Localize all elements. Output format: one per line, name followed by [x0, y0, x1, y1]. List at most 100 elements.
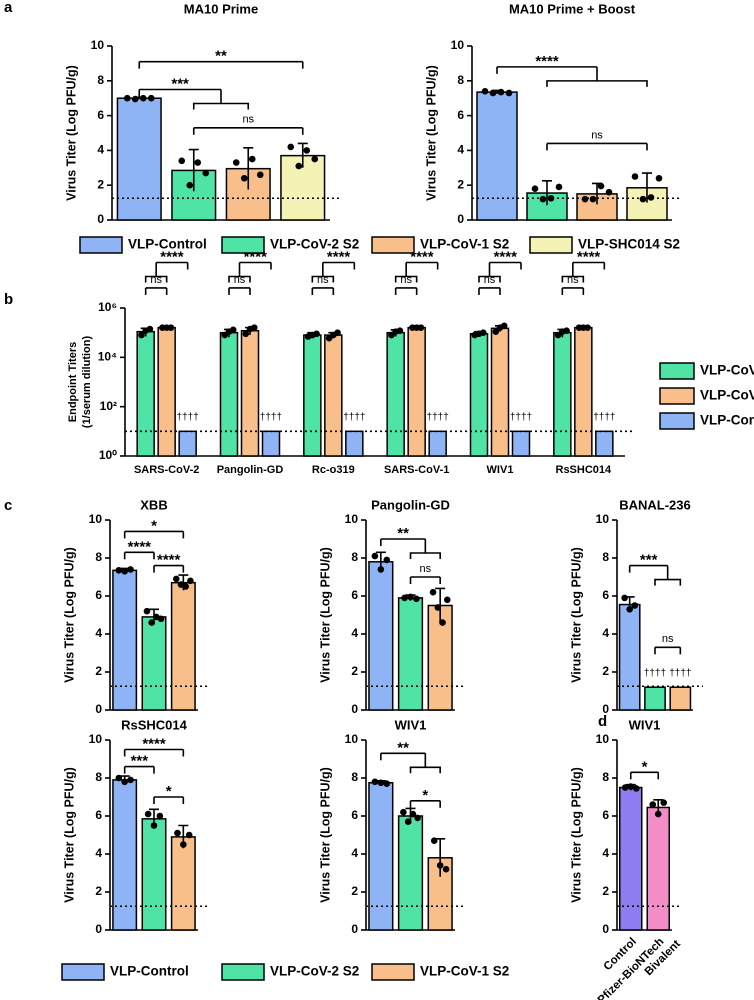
- y-tick-label: 2: [602, 884, 609, 898]
- data-point: [311, 155, 319, 163]
- bar: [386, 331, 405, 457]
- chart-title: BANAL-236: [619, 497, 691, 512]
- legend-label: VLP-CoV-1 S2: [420, 964, 509, 979]
- y-axis-label: Virus Titer (Log PFU/g): [569, 767, 583, 903]
- y-tick-label: 8: [95, 550, 102, 564]
- data-point: [187, 577, 194, 585]
- error-bar: [297, 142, 308, 168]
- bar: [178, 430, 197, 457]
- bar: [646, 806, 670, 931]
- x-tick-label: WIV1: [487, 464, 514, 476]
- y-tick-label: 4: [602, 626, 609, 640]
- data-point: [139, 94, 147, 102]
- legend-label: VLP-CoV-1 S2: [420, 237, 509, 252]
- significance-label: ns: [242, 114, 254, 126]
- data-point: [589, 195, 597, 203]
- bar: [511, 430, 531, 457]
- data-point: [232, 159, 240, 166]
- y-tick-label: 10: [345, 512, 359, 526]
- bracket: [394, 262, 418, 283]
- bar: [141, 818, 167, 931]
- data-point: [436, 862, 444, 869]
- y-axis-label: Virus Titer (Log PFU/g): [424, 65, 438, 201]
- bar: [397, 597, 424, 711]
- data-point: [396, 327, 404, 335]
- bar-label: ††††: [427, 412, 449, 423]
- data-point: [123, 94, 131, 102]
- significance-label: *: [151, 517, 157, 534]
- data-point: [250, 324, 258, 331]
- panel-label: b: [4, 291, 13, 308]
- bar: [553, 331, 572, 457]
- y-tick-label: 10: [89, 732, 103, 746]
- data-point: [202, 169, 210, 177]
- y-tick-label: 6: [97, 108, 104, 122]
- data-point: [115, 567, 123, 574]
- y-tick-label: 0: [351, 922, 358, 936]
- bracket: [192, 89, 250, 110]
- data-point: [647, 194, 655, 201]
- bracket: [409, 753, 441, 774]
- panel-label: a: [4, 0, 13, 16]
- y-tick-label: 10: [89, 512, 103, 526]
- y-axis-label: (1/serum dilution): [81, 336, 93, 429]
- bar: [219, 331, 239, 457]
- data-point: [555, 183, 563, 191]
- y-tick-label: 0: [602, 922, 609, 936]
- y-tick-label: 2: [97, 177, 104, 191]
- y-axis-label: Virus Titer (Log PFU/g): [62, 547, 76, 683]
- data-point: [383, 780, 391, 787]
- y-tick-label: 4: [351, 846, 358, 860]
- data-point: [563, 327, 570, 335]
- bar-label: ††††: [644, 668, 666, 679]
- y-tick-label: 6: [602, 808, 609, 822]
- y-tick-label: 4: [351, 626, 358, 640]
- data-point: [505, 89, 513, 97]
- bar: [368, 782, 394, 931]
- data-point: [303, 147, 311, 154]
- y-axis-label: Endpoint Titers: [67, 342, 79, 422]
- data-point: [481, 87, 489, 95]
- chart-title: MA10 Prime: [184, 1, 258, 16]
- y-tick-label: 6: [95, 808, 102, 822]
- bar: [368, 561, 394, 711]
- bar: [141, 616, 167, 711]
- y-tick-label: 0: [97, 212, 104, 226]
- data-point: [150, 822, 158, 829]
- bar: [397, 815, 424, 931]
- legend-label: VLP-CoV-2 S2: [270, 964, 359, 979]
- significance-label: ns: [662, 633, 674, 645]
- significance-label: ***: [640, 552, 658, 569]
- data-point: [229, 326, 237, 334]
- legend-label: VLP-Control: [700, 413, 754, 428]
- chart-title: RsSHC014: [121, 717, 188, 732]
- significance-label: ns: [420, 563, 432, 575]
- y-tick-label: 8: [602, 550, 609, 564]
- y-tick-label: 8: [602, 770, 609, 784]
- y-tick-label: 2: [351, 884, 358, 898]
- significance-label: *: [642, 758, 648, 775]
- data-point: [167, 324, 175, 331]
- bar: [345, 430, 364, 457]
- data-point: [430, 837, 438, 844]
- data-point: [121, 778, 128, 786]
- data-point: [377, 779, 385, 787]
- significance-label: ***: [131, 753, 149, 770]
- y-tick-label: 0: [95, 922, 102, 936]
- legend-label: VLP-SHC014 S2: [578, 237, 680, 252]
- significance-label: ***: [171, 75, 189, 92]
- bar: [261, 430, 281, 457]
- y-tick-label: 0: [351, 702, 358, 716]
- data-point: [121, 568, 128, 575]
- chart-title: MA10 Prime + Boost: [509, 1, 636, 16]
- chart-title: WIV1: [629, 717, 661, 732]
- data-point: [180, 841, 187, 848]
- y-tick-label: 10⁶: [98, 300, 117, 314]
- legend-label: VLP-Control: [128, 237, 207, 252]
- significance-label: **: [215, 48, 227, 65]
- x-tick-label: RsSHC014: [556, 464, 613, 476]
- bar: [490, 327, 510, 457]
- bar: [428, 430, 447, 457]
- data-point: [660, 799, 668, 806]
- data-point: [492, 328, 500, 335]
